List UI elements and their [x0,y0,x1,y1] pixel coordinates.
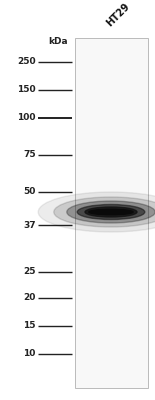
Text: 250: 250 [17,58,36,66]
Text: 10: 10 [23,350,36,358]
Text: 150: 150 [17,86,36,94]
Ellipse shape [38,192,155,232]
Ellipse shape [85,207,137,217]
Text: 25: 25 [23,268,36,276]
Text: 50: 50 [23,188,36,196]
Text: 15: 15 [23,322,36,330]
Text: 20: 20 [23,294,36,302]
Ellipse shape [77,204,145,220]
Ellipse shape [54,197,155,227]
Bar [75,38,148,388]
Ellipse shape [89,209,133,215]
Text: 100: 100 [17,114,36,122]
Text: HT29: HT29 [105,1,132,28]
Text: 75: 75 [23,150,36,160]
Text: kDa: kDa [48,38,68,46]
Text: 37: 37 [23,220,36,230]
Ellipse shape [67,201,155,223]
